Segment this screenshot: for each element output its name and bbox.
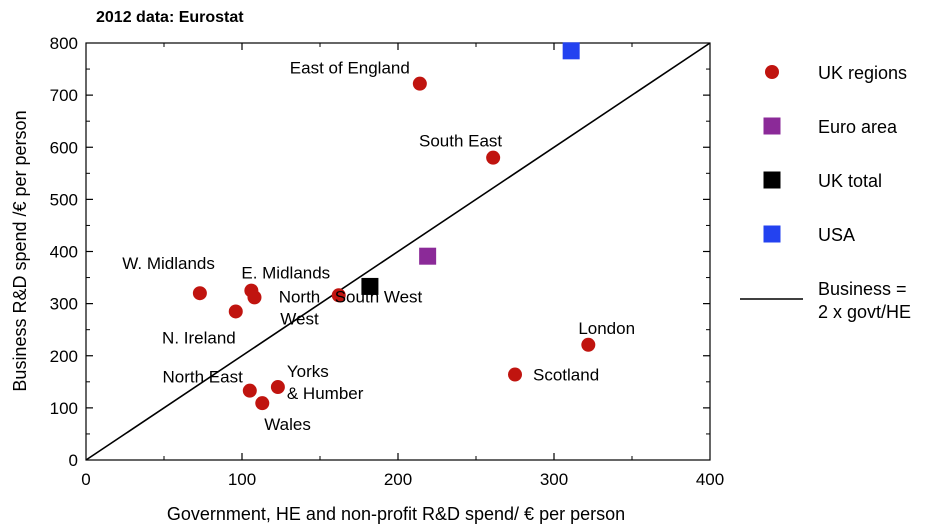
y-tick-label: 100 <box>50 399 78 418</box>
y-tick-label: 600 <box>50 138 78 157</box>
point-label-wales: Wales <box>264 415 311 434</box>
y-tick-label: 200 <box>50 347 78 366</box>
point-label-line: Yorks <box>287 362 329 381</box>
marker-yorks-humber <box>270 380 285 395</box>
marker-uk-total <box>361 277 379 295</box>
y-tick-label: 300 <box>50 295 78 314</box>
y-tick-label: 500 <box>50 190 78 209</box>
legend-label-line: Euro area <box>818 117 898 137</box>
marker-usa <box>562 42 580 60</box>
marker-north-east <box>242 383 257 398</box>
x-tick-label: 200 <box>384 470 412 489</box>
y-tick-label: 0 <box>69 451 78 470</box>
marker-london <box>581 337 596 352</box>
marker-scotland <box>508 367 522 382</box>
legend-marker <box>763 117 781 135</box>
marker-n-ireland <box>228 304 243 319</box>
point-label-line: South East <box>419 132 502 151</box>
marker-south-west <box>331 288 346 303</box>
data-point-labels: East of England South East W. Midlands E. M… <box>122 59 635 435</box>
point-label-south-west: South West <box>335 287 423 306</box>
point-label-scotland: Scotland <box>533 366 599 385</box>
legend-label-line: UK total <box>818 171 882 191</box>
x-tick-label: 400 <box>696 470 724 489</box>
point-label-line: E. Midlands <box>241 264 330 283</box>
y-axis-ticks: 0 100 200 300 400 500 600 700 800 <box>50 34 710 470</box>
marker-north-west <box>247 290 262 305</box>
point-label-north-east: North East <box>162 368 243 387</box>
legend-label-line: 2 x govt/HE <box>818 302 911 322</box>
y-tick-label: 400 <box>50 243 78 262</box>
point-label-line: South West <box>335 287 423 306</box>
legend-label-line: Business = <box>818 279 907 299</box>
y-axis-label: Business R&D spend /€ per person <box>10 110 30 391</box>
marker-wales <box>255 396 270 411</box>
marker-east-of-england <box>412 76 427 91</box>
point-label-line: W. Midlands <box>122 254 215 273</box>
legend-item-euro-area: Euro area <box>763 117 898 137</box>
point-label-line: West <box>280 309 319 328</box>
legend-marker <box>763 171 781 189</box>
point-label-london: London <box>578 319 635 338</box>
legend: UK regions Euro area UK total USA Business =… <box>740 63 911 322</box>
legend-label: UK total <box>818 171 882 191</box>
point-label-line: North East <box>162 368 243 387</box>
point-label-line: East of England <box>290 59 410 78</box>
x-tick-label: 0 <box>81 470 90 489</box>
x-tick-label: 300 <box>540 470 568 489</box>
legend-item-uk-total: UK total <box>763 171 882 191</box>
legend-label: USA <box>818 225 855 245</box>
point-label-north-west: North West <box>279 287 321 328</box>
point-label-w-midlands: W. Midlands <box>122 254 215 273</box>
legend-label: UK regions <box>818 63 907 83</box>
legend-item-business-2-x-govt-he: Business = 2 x govt/HE <box>740 279 911 322</box>
point-label-line: London <box>578 319 635 338</box>
marker-south-east <box>486 150 501 165</box>
legend-label: Business = 2 x govt/HE <box>818 279 911 322</box>
legend-marker <box>763 225 781 243</box>
x-axis-ticks: 0 100 200 300 400 <box>81 43 724 489</box>
marker-w-midlands <box>192 286 207 301</box>
x-axis-label: Government, HE and non-profit R&D spend/… <box>167 504 625 524</box>
y-tick-label: 800 <box>50 34 78 53</box>
legend-marker <box>765 65 779 79</box>
point-label-line: & Humber <box>287 384 364 403</box>
data-markers <box>192 42 596 411</box>
y-tick-label: 700 <box>50 86 78 105</box>
legend-label: Euro area <box>818 117 898 137</box>
point-label-n-ireland: N. Ireland <box>162 328 236 347</box>
x-tick-label: 100 <box>228 470 256 489</box>
reference-line <box>85 42 711 461</box>
point-label-line: Wales <box>264 415 311 434</box>
legend-item-uk-regions: UK regions <box>765 63 907 83</box>
legend-label-line: USA <box>818 225 855 245</box>
point-label-line: North <box>279 287 321 306</box>
point-label-yorks-humber: Yorks & Humber <box>287 362 364 403</box>
point-label-e-midlands: E. Midlands <box>241 264 330 283</box>
legend-label-line: UK regions <box>818 63 907 83</box>
point-label-line: Scotland <box>533 366 599 385</box>
reference-line-layer <box>85 42 711 461</box>
legend-item-usa: USA <box>763 225 855 245</box>
point-label-east-of-england: East of England <box>290 59 410 78</box>
point-label-south-east: South East <box>419 132 502 151</box>
chart-title: 2012 data: Eurostat <box>96 9 244 26</box>
point-label-line: N. Ireland <box>162 328 236 347</box>
marker-euro-area <box>419 247 437 265</box>
